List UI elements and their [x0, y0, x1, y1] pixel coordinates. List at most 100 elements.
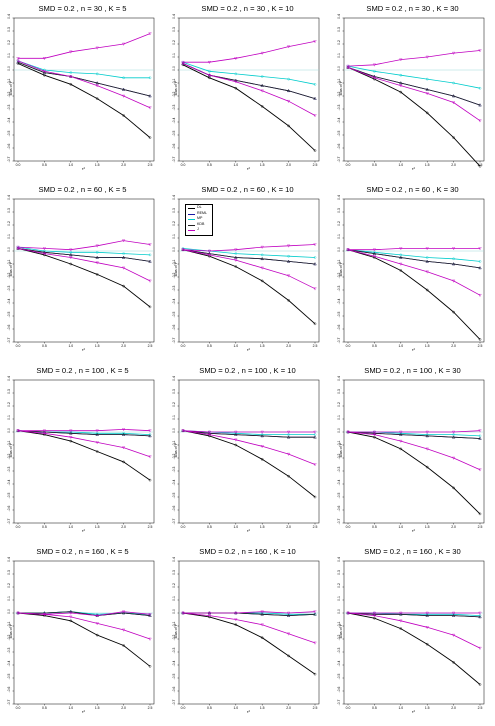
x-tick-label: 2.0	[286, 344, 291, 348]
y-tick-label: -0.2	[7, 91, 11, 97]
data-point	[399, 432, 403, 436]
series-line	[347, 50, 481, 67]
data-point	[16, 57, 20, 61]
x-tick-label: 1.5	[425, 706, 430, 710]
data-point	[95, 72, 99, 76]
y-tick-label: 0.3	[172, 208, 176, 213]
y-tick-label: -0.3	[172, 647, 176, 653]
data-point	[346, 64, 350, 68]
plot-frame	[178, 198, 320, 343]
data-point	[95, 432, 99, 436]
x-tick-label: 2.5	[478, 706, 483, 710]
series-line	[17, 430, 151, 481]
data-point	[425, 111, 429, 115]
y-tick-label: -0.1	[172, 78, 176, 84]
series-line	[348, 430, 481, 433]
y-tick-label: -0.2	[172, 272, 176, 278]
y-tick-label: -0.7	[337, 337, 341, 343]
series-line	[182, 612, 316, 675]
panel-plot: 0.4 0.3 0.2 0.1 0.0 -0.1 -0.2 -0.3 -0.4 -0.5 -0.6 -…	[337, 14, 485, 168]
data-point	[452, 613, 456, 617]
data-point	[181, 247, 185, 250]
data-point	[260, 245, 264, 249]
series-line	[18, 428, 151, 432]
data-point	[95, 614, 99, 618]
data-point	[260, 266, 264, 270]
chart-panel: SMD = 0.2 , n = 30 , K = 30 Bias of τ² τ² 0…	[330, 0, 495, 181]
y-tick-label: 0.2	[337, 583, 341, 588]
data-point	[372, 255, 376, 258]
x-tick-label: 2.5	[313, 706, 318, 710]
data-point	[287, 611, 291, 615]
y-tick-label: 0.3	[7, 208, 11, 213]
x-axis-label: τ²	[412, 528, 415, 533]
panel-title: SMD = 0.2 , n = 100 , K = 10	[199, 366, 296, 375]
data-point	[148, 106, 152, 110]
data-point	[452, 486, 455, 490]
y-tick-label: -0.1	[337, 621, 341, 627]
data-point	[399, 84, 403, 88]
y-tick-label: 0.1	[337, 53, 341, 58]
y-tick-label: -0.6	[172, 505, 176, 511]
x-tick-label: 1.0	[68, 344, 73, 348]
y-tick-label: -0.3	[172, 466, 176, 472]
series-line	[182, 249, 316, 325]
data-point	[148, 76, 152, 80]
x-tick-label: 1.0	[68, 706, 73, 710]
y-tick-label: -0.6	[172, 143, 176, 149]
panel-plot: 0.4 0.3 0.2 0.1 0.0 -0.1 -0.2 -0.3 -0.4 -0.5 -0.6 -…	[7, 195, 155, 348]
data-point	[122, 255, 126, 259]
x-axis-label: τ²	[247, 347, 250, 352]
y-tick-label: 0.2	[7, 402, 11, 407]
y-tick-label: -0.3	[337, 104, 341, 110]
data-point	[234, 611, 238, 615]
data-point	[234, 623, 238, 626]
x-tick-label: 2.0	[121, 525, 126, 529]
y-tick-label: 0.0	[172, 609, 176, 614]
plot-frame	[343, 379, 485, 524]
series-line	[18, 611, 151, 617]
data-point	[373, 70, 376, 73]
data-point	[95, 84, 99, 88]
data-point	[95, 244, 99, 248]
series-line	[183, 611, 316, 614]
data-point	[207, 61, 211, 64]
data-point	[95, 429, 99, 433]
data-point	[148, 613, 152, 617]
y-tick-label: -0.3	[172, 104, 176, 110]
x-tick-label: 2.5	[148, 525, 153, 529]
series-line	[17, 611, 151, 617]
legend-swatch-kdb	[188, 224, 195, 226]
panel-plot: 0.4 0.3 0.2 0.1 0.0 -0.1 -0.2 -0.3 -0.4 -0.5 -0.6 -…	[172, 195, 320, 348]
series-line	[18, 33, 151, 59]
data-point	[313, 83, 317, 86]
series-line	[347, 67, 481, 106]
data-point	[425, 613, 429, 617]
x-axis-label: τ²	[247, 166, 250, 171]
panel-title: SMD = 0.2 , n = 160 , K = 30	[364, 547, 461, 556]
data-point	[287, 100, 291, 103]
y-tick-label: -0.6	[7, 324, 11, 330]
data-point	[16, 429, 20, 433]
data-point	[207, 430, 211, 434]
data-point	[42, 247, 46, 251]
panel-title: SMD = 0.2 , n = 60 , K = 30	[366, 185, 459, 194]
data-point	[260, 610, 264, 614]
y-tick-label: -0.6	[7, 686, 11, 692]
legend-label-kdb: KDB	[197, 221, 205, 226]
legend-swatch-reml	[188, 213, 195, 215]
series-line	[182, 63, 316, 116]
data-point	[260, 83, 264, 87]
data-point	[346, 66, 350, 70]
data-point	[95, 633, 99, 637]
series-line	[347, 431, 481, 515]
y-tick-label: 0.3	[337, 27, 341, 32]
plot-frame	[178, 560, 320, 705]
plot-frame	[343, 198, 485, 343]
x-tick-label: 2.0	[286, 525, 291, 529]
panel-title: SMD = 0.2 , n = 60 , K = 10	[201, 185, 294, 194]
data-point	[399, 611, 403, 615]
data-point	[148, 94, 152, 98]
data-point	[42, 57, 46, 61]
panel-plot: 0.4 0.3 0.2 0.1 0.0 -0.1 -0.2 -0.3 -0.4 -0.5 -0.6 -…	[172, 376, 320, 529]
